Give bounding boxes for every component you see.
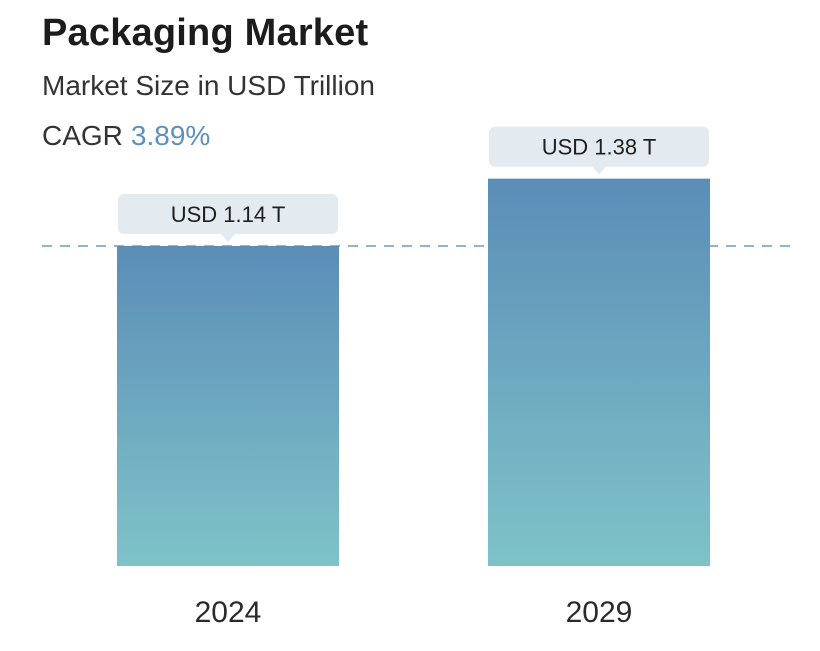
value-label-2029: USD 1.38 T: [489, 126, 709, 175]
value-label-pointer: [592, 166, 606, 175]
value-label-text: USD 1.14 T: [171, 202, 286, 227]
chart-title: Packaging Market: [42, 12, 369, 54]
value-label-pointer: [221, 234, 235, 243]
bar-2029: [488, 178, 710, 566]
value-label-2024: USD 1.14 T: [118, 194, 338, 243]
x-tick-label-2024: 2024: [195, 596, 262, 629]
value-label-bubble: [118, 194, 338, 235]
bar-2024: [117, 246, 339, 566]
chart-subtitle: Market Size in USD Trillion: [42, 70, 375, 101]
cagr-label: CAGR: [42, 120, 123, 151]
cagr-value: 3.89%: [130, 120, 211, 151]
value-label-bubble: [489, 126, 709, 167]
cagr-line: CAGR 3.89%: [42, 120, 210, 152]
value-label-text: USD 1.38 T: [542, 135, 657, 160]
x-tick-label-2029: 2029: [566, 596, 633, 629]
